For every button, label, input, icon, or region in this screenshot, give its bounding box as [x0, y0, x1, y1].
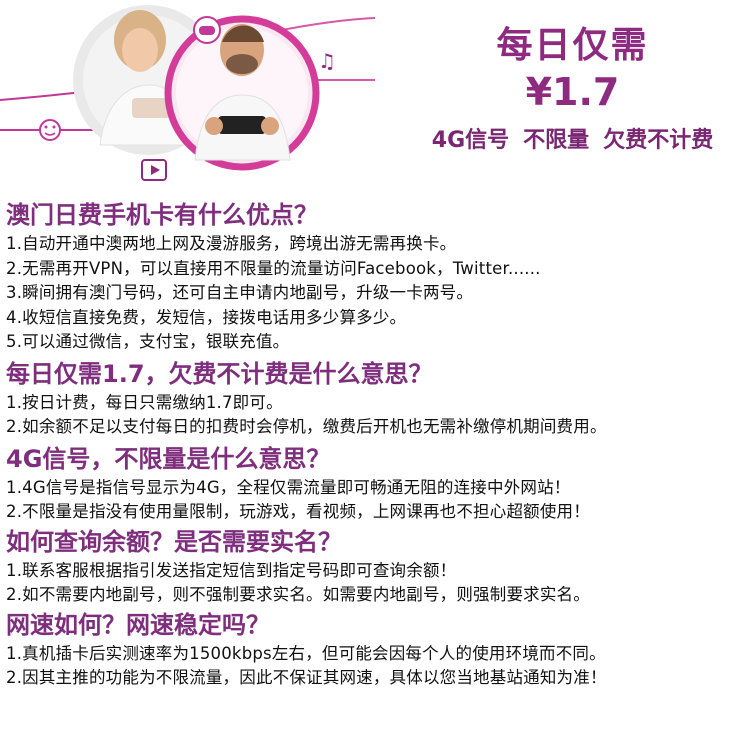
section-line: 1.联系客服根据指引发送指定短信到指定号码即可查询余额！ — [6, 560, 457, 580]
section-line: 2.因其主推的功能为不限流量，因此不保证其网速，具体以您当地基站通知为准！ — [6, 668, 607, 687]
section-line: 4.收短信直接免费，发短信，接拨电话用多少算多少。 — [6, 307, 407, 327]
music-note-icon: ♫ — [318, 49, 336, 73]
section-line: 3.瞬间拥有澳门号码，还可自主申请内地副号，升级一卡两号。 — [6, 283, 474, 302]
section-heading: 网速如何？网速稳定吗？ — [6, 610, 270, 639]
section-line: 1.4G信号是指信号显示为4G，全程仅需流量即可畅通无阻的连接中外网站！ — [6, 477, 571, 497]
section-line: 5.可以通过微信，支付宝，银联充值。 — [6, 332, 290, 351]
section-line: 2.如不需要内地副号，则不强制要求实名。如需要内地副号，则强制要求实名。 — [6, 585, 590, 604]
section-heading: 每日仅需1.7，欠费不计费是什么意思？ — [6, 359, 433, 388]
hero-illustration: ♫ — [0, 5, 376, 181]
section-line: 1.自动开通中澳两地上网及漫游服务，跨境出游无需再换卡。 — [6, 234, 457, 253]
faq-section: 每日仅需1.7，欠费不计费是什么意思？ 1.按日计费，每日只需缴纳1.7即可。 … — [0, 357, 755, 440]
faq-section: 如何查询余额？是否需要实名？ 1.联系客服根据指引发送指定短信到指定号码即可查询… — [0, 525, 755, 608]
game-controller-icon — [193, 16, 221, 44]
section-heading: 4G信号，不限量是什么意思？ — [6, 444, 331, 473]
section-heading: 澳门日费手机卡有什么优点？ — [6, 201, 318, 229]
faq-section: 澳门日费手机卡有什么优点？ 1.自动开通中澳两地上网及漫游服务，跨境出游无需再换… — [0, 198, 755, 355]
section-line: 1.真机插卡后实测速率为1500kbps左右，但可能会因每个人的使用环境而不同。 — [6, 643, 606, 663]
section-line: 2.无需再开VPN，可以直接用不限量的流量访问Facebook，Twitter.… — [6, 258, 541, 278]
promo-tag: 欠费不计费 — [603, 128, 714, 153]
promo-title: 每日仅需 — [496, 25, 649, 66]
faq-section: 网速如何？网速稳定吗？ 1.真机插卡后实测速率为1500kbps左右，但可能会因… — [0, 608, 755, 691]
svg-text:♫: ♫ — [318, 49, 336, 73]
promo-tag: 不限量 — [523, 128, 590, 153]
smiley-icon — [39, 119, 61, 141]
section-line: 2.如余额不足以支付每日的扣费时会停机，缴费后开机也无需补缴停机期间费用。 — [6, 417, 607, 436]
faq-content: 澳门日费手机卡有什么优点？ 1.自动开通中澳两地上网及漫游服务，跨境出游无需再换… — [0, 198, 755, 691]
section-line: 1.按日计费，每日只需缴纳1.7即可。 — [6, 392, 283, 412]
faq-section: 4G信号，不限量是什么意思？ 1.4G信号是指信号显示为4G，全程仅需流量即可畅… — [0, 442, 755, 525]
promo-tag: 4G信号 — [431, 128, 510, 153]
promo-price: ¥1.7 — [525, 70, 620, 114]
man-figure — [194, 24, 291, 161]
section-heading: 如何查询余额？是否需要实名？ — [6, 527, 342, 556]
promo-tags: 4G信号 不限量 欠费不计费 — [390, 122, 755, 154]
promo-block: 每日仅需 ¥1.7 4G信号 不限量 欠费不计费 — [390, 0, 755, 195]
hero-banner: ♫ 每日仅需 ¥1.7 4G信号 不限量 欠费不计费 — [0, 0, 755, 195]
section-line: 2.不限量是指没有使用量限制，玩游戏，看视频，上网课再也不担心超额使用！ — [6, 502, 590, 521]
video-play-icon — [141, 159, 167, 181]
